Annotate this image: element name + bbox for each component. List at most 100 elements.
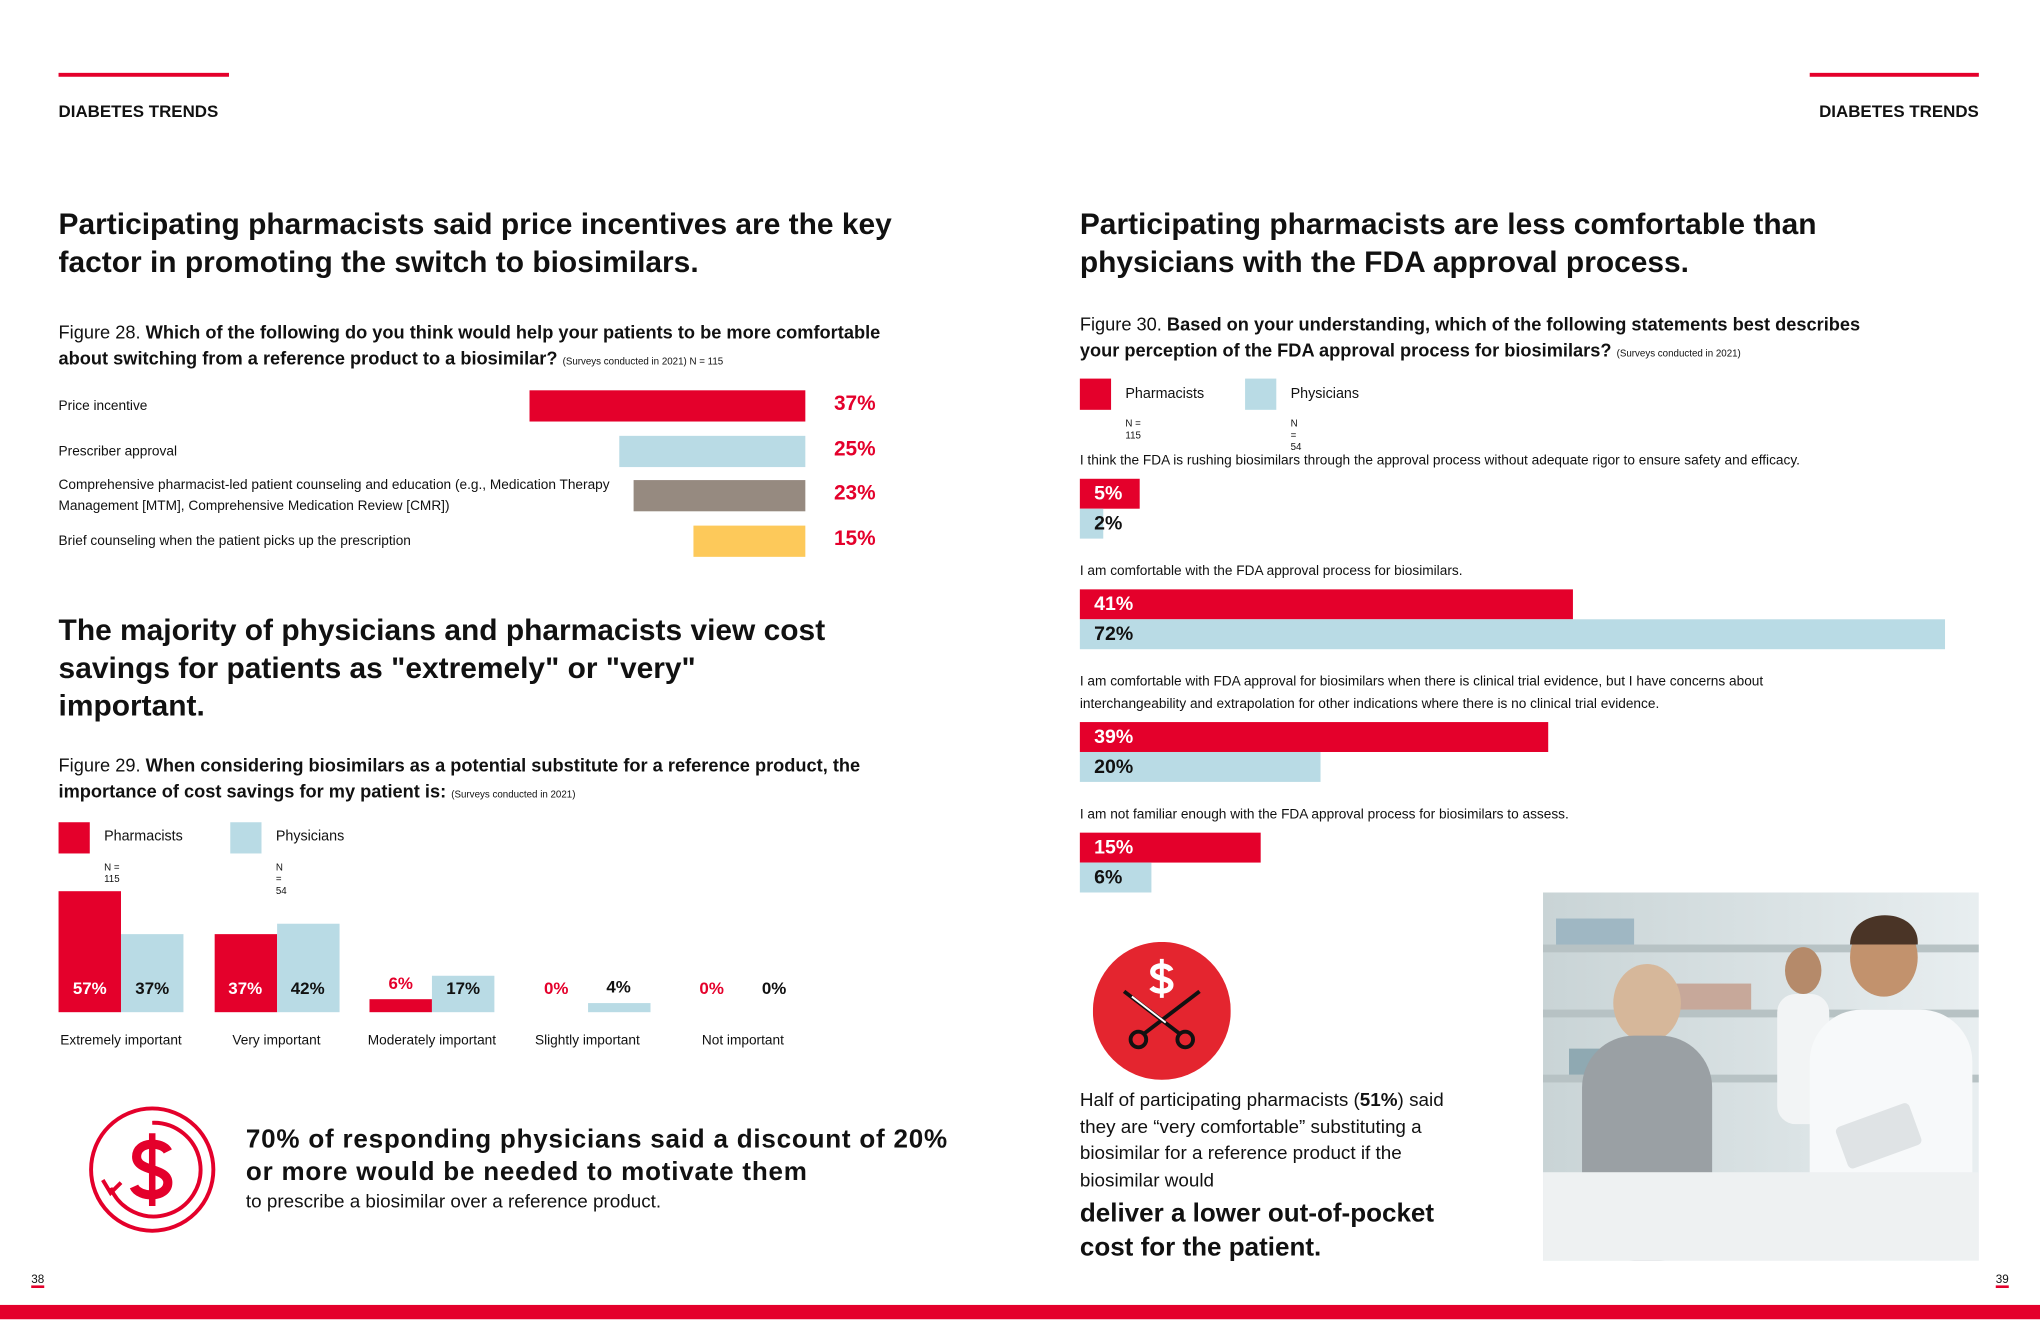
- category-label: Prescriber approval: [58, 442, 177, 459]
- discount-icon: [89, 1106, 216, 1233]
- legend-label: Physicians: [275, 828, 345, 845]
- scissors-icon: [1092, 941, 1231, 1080]
- category-label: Brief counseling when the patient picks …: [58, 532, 411, 549]
- bar: [1079, 832, 1261, 863]
- header-left: DIABETES TRENDS: [58, 101, 219, 121]
- legend-label: Pharmacists: [1125, 386, 1205, 403]
- value-label: 6%: [388, 973, 413, 993]
- figure-number: Figure 28.: [58, 321, 141, 343]
- value-label: 17%: [446, 978, 481, 998]
- figure-title: Which of the following do you think woul…: [58, 321, 881, 369]
- page-number: 39: [1995, 1272, 2009, 1289]
- value-label: 37%: [833, 392, 876, 416]
- category-label: Moderately important: [367, 1033, 497, 1049]
- category-block: I am comfortable with the FDA approval p…: [1079, 561, 1978, 650]
- figure-note: (Surveys conducted in 2021): [451, 788, 576, 801]
- category-label: I am not familiar enough with the FDA ap…: [1079, 806, 1569, 823]
- footer-bar: [0, 1304, 2040, 1320]
- figure-note: (Surveys conducted in 2021): [1616, 347, 1741, 360]
- bar: [587, 1003, 650, 1013]
- figure-caption: Figure 30. Based on your understanding, …: [1080, 311, 1887, 367]
- quote-text: ) said they are “very comfortable” subst…: [1079, 1090, 1444, 1192]
- value-label: 41%: [1094, 593, 1134, 616]
- header-right: DIABETES TRENDS: [1819, 101, 1979, 121]
- bar: [1079, 508, 1104, 539]
- headline: The majority of physicians and pharmacis…: [58, 612, 826, 723]
- value-label: 15%: [1094, 836, 1134, 859]
- value-label: 4%: [606, 977, 631, 998]
- bar: [1079, 722, 1549, 752]
- quote-bold: deliver a lower out-of-pocket cost for t…: [1079, 1199, 1435, 1262]
- legend-n: N = 54: [275, 861, 287, 897]
- legend-label: Physicians: [1290, 386, 1360, 403]
- bar: [1079, 619, 1946, 650]
- header-rule: [58, 72, 229, 77]
- legend-swatch: [1079, 378, 1112, 410]
- category-label: Extremely important: [60, 1033, 182, 1049]
- legend-swatch: [1245, 378, 1277, 410]
- bar: [431, 976, 495, 1013]
- legend-n: N = 115: [104, 861, 120, 885]
- category-label: Very important: [232, 1033, 321, 1049]
- figure-caption: Figure 28. Which of the following do you…: [59, 319, 931, 375]
- bar: [1079, 478, 1140, 509]
- bar: [214, 933, 277, 1013]
- bar-row: 5%: [1079, 478, 1978, 509]
- headline: Participating pharmacists are less comfo…: [1079, 206, 1817, 279]
- bar: [369, 999, 432, 1013]
- category-label: I am comfortable with FDA approval for b…: [1079, 673, 1764, 712]
- value-label: 72%: [1094, 623, 1134, 646]
- photo: [1543, 892, 1979, 1261]
- bar-row: 15%: [1079, 832, 1978, 863]
- value-label: 42%: [290, 978, 325, 998]
- quote-text: Half of participating pharmacists (: [1079, 1090, 1360, 1112]
- value-label: 5%: [1094, 482, 1123, 505]
- figure-number: Figure 30.: [1079, 313, 1162, 335]
- bar: [1079, 589, 1573, 620]
- bar: [276, 923, 339, 1013]
- callout-text: to prescribe a biosimilar over a referen…: [245, 1191, 662, 1213]
- value-label: 0%: [761, 978, 787, 998]
- category-block: I am not familiar enough with the FDA ap…: [1079, 804, 1978, 893]
- legend-n: N = 54: [1290, 417, 1302, 453]
- legend-n: N = 115: [1125, 417, 1141, 442]
- bar: [633, 480, 806, 512]
- figure-caption: Figure 29. When considering biosimilars …: [59, 752, 918, 808]
- legend-label: Pharmacists: [104, 828, 183, 845]
- bar-row: 2%: [1079, 508, 1978, 539]
- bar: [618, 435, 806, 467]
- value-label: 57%: [72, 978, 107, 998]
- bar: [1079, 862, 1152, 893]
- value-label: 0%: [543, 978, 569, 998]
- bar-row: 6%: [1079, 862, 1978, 893]
- value-label: 37%: [228, 978, 263, 998]
- quote-highlight: 51%: [1359, 1090, 1398, 1112]
- value-label: 37%: [135, 978, 170, 998]
- category-block: I think the FDA is rushing biosimilars t…: [1079, 450, 1978, 539]
- value-label: 23%: [833, 482, 876, 505]
- legend-swatch: [230, 822, 262, 854]
- bar-row: 20%: [1079, 751, 1978, 782]
- headline: Participating pharmacists said price inc…: [58, 206, 892, 279]
- figure-title: When considering biosimilars as a potent…: [58, 754, 861, 802]
- chart-body: I think the FDA is rushing biosimilars t…: [1079, 450, 1978, 914]
- bar: [1079, 751, 1321, 782]
- category-block: I am comfortable with FDA approval for b…: [1079, 671, 1978, 782]
- value-label: 39%: [1094, 725, 1134, 749]
- bar-row: 41%: [1079, 589, 1978, 620]
- bar-row: 72%: [1079, 619, 1978, 650]
- category-label: Comprehensive pharmacist-led patient cou…: [58, 477, 610, 514]
- value-label: 15%: [833, 527, 876, 550]
- category-label: Slightly important: [535, 1033, 640, 1049]
- value-label: 0%: [699, 978, 724, 998]
- legend-swatch: [58, 822, 90, 854]
- bar: [529, 390, 806, 422]
- page-number: 38: [31, 1272, 45, 1289]
- value-label: 6%: [1094, 866, 1123, 889]
- callout-bold: 70% of responding physicians said a disc…: [245, 1125, 948, 1187]
- bar: [120, 933, 184, 1013]
- category-label: Price incentive: [58, 398, 148, 414]
- figure-note: (Surveys conducted in 2021) N = 115: [562, 355, 724, 367]
- category-label: I am comfortable with the FDA approval p…: [1079, 563, 1463, 579]
